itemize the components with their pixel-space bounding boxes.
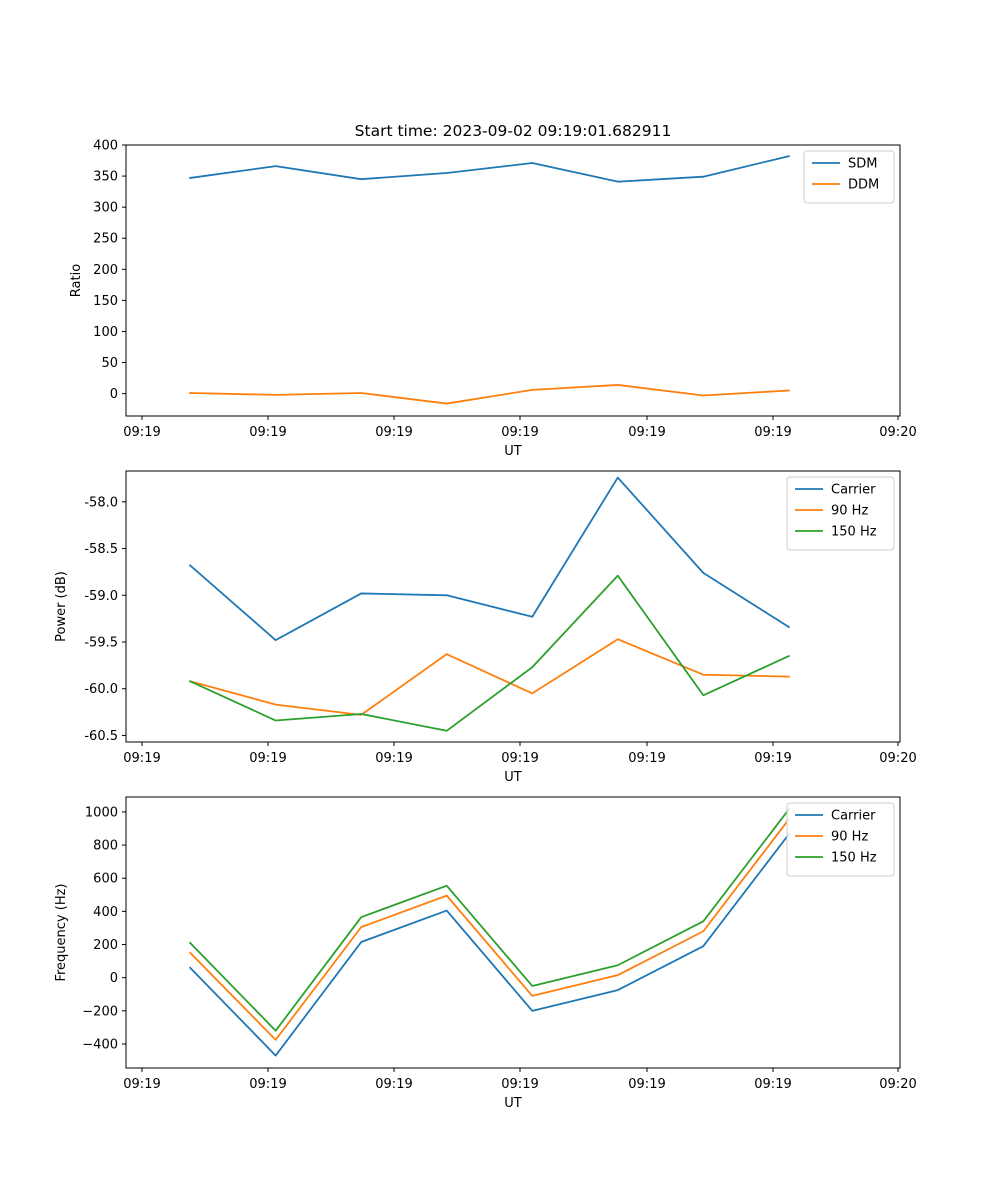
series-line-carrier	[188, 476, 791, 642]
y-tick-label: 200	[93, 263, 118, 278]
legend-label: DDM	[848, 178, 879, 193]
plot-frame	[125, 796, 901, 1069]
y-tick-label: 400	[93, 905, 118, 920]
x-tick-label: 09:19	[501, 751, 538, 766]
plot-frame	[125, 144, 901, 417]
y-axis-label: Frequency (Hz)	[54, 883, 69, 981]
y-tick-label: 400	[93, 139, 118, 154]
series-line-90-hz	[189, 638, 790, 716]
x-tick-label: 09:19	[375, 425, 412, 440]
subplot-2: 09:19 09:19 09:19 09:19 09:19 09:19 09:20 -60.5…	[54, 470, 917, 785]
legend-box	[803, 150, 895, 204]
x-tick-label: 09:19	[123, 751, 160, 766]
y-tick-label: 50	[101, 356, 118, 371]
x-tick-label: 09:19	[123, 1077, 160, 1092]
y-tick-label: −200	[82, 1004, 118, 1019]
x-tick-label: 09:19	[754, 425, 791, 440]
legend-label: 150 Hz	[831, 525, 877, 540]
series-line-sdm	[189, 155, 790, 183]
y-tick-label: 600	[93, 872, 118, 887]
legend-label: 90 Hz	[831, 830, 868, 845]
x-tick-label: 09:20	[879, 425, 916, 440]
y-tick-label: 800	[93, 839, 118, 854]
x-tick-label: 09:19	[249, 425, 286, 440]
x-tick-label: 09:19	[123, 425, 160, 440]
y-tick-label: -59.5	[84, 636, 118, 651]
x-tick-label: 09:19	[249, 751, 286, 766]
x-tick-label: 09:19	[249, 1077, 286, 1092]
x-tick-label: 09:20	[879, 1077, 916, 1092]
x-tick-label: 09:19	[754, 1077, 791, 1092]
plot-frame	[125, 470, 901, 743]
y-tick-label: 350	[93, 170, 118, 185]
x-tick-label: 09:19	[754, 751, 791, 766]
y-tick-label: 150	[93, 294, 118, 309]
x-axis-label: UT	[504, 770, 522, 785]
subplot-1: Start time: 2023-09-02 09:19:01.682911 09…	[69, 122, 917, 459]
x-axis-label: UT	[504, 1096, 522, 1111]
y-tick-label: 200	[93, 938, 118, 953]
legend: SDM DDM	[803, 150, 895, 204]
y-axis-label: Power (dB)	[54, 571, 69, 642]
y-tick-label: 0	[110, 387, 118, 402]
chart-title: Start time: 2023-09-02 09:19:01.682911	[355, 122, 672, 140]
y-tick-label: 0	[110, 971, 118, 986]
y-tick-label: -58.5	[84, 542, 118, 557]
x-tick-label: 09:19	[375, 751, 412, 766]
series-line-ddm	[189, 384, 790, 405]
y-tick-label: -60.0	[84, 682, 118, 697]
y-tick-label: 250	[93, 232, 118, 247]
x-tick-label: 09:19	[628, 1077, 665, 1092]
legend-label: Carrier	[831, 809, 876, 824]
legend: Carrier 90 Hz 150 Hz	[786, 802, 895, 877]
legend-label: Carrier	[831, 483, 876, 498]
y-axis-label: Ratio	[69, 264, 84, 297]
y-tick-label: -60.5	[84, 729, 118, 744]
y-tick-label: 1000	[85, 805, 118, 820]
legend-label: 90 Hz	[831, 504, 868, 519]
y-tick-label: −400	[82, 1037, 118, 1052]
x-tick-label: 09:19	[501, 425, 538, 440]
x-axis-label: UT	[504, 444, 522, 459]
y-tick-label: -59.0	[84, 589, 118, 604]
legend: Carrier 90 Hz 150 Hz	[786, 476, 895, 551]
y-tick-label: 100	[93, 325, 118, 340]
y-tick-label: -58.0	[84, 495, 118, 510]
x-tick-label: 09:19	[628, 751, 665, 766]
legend-label: 150 Hz	[831, 851, 877, 866]
y-tick-label: 300	[93, 201, 118, 216]
x-tick-label: 09:20	[879, 751, 916, 766]
x-tick-label: 09:19	[628, 425, 665, 440]
series-line-carrier	[188, 833, 791, 1057]
x-tick-label: 09:19	[501, 1077, 538, 1092]
subplot-3: 09:19 09:19 09:19 09:19 09:19 09:19 09:20 −400 −…	[54, 796, 917, 1111]
series-line-150-hz	[188, 808, 791, 1032]
legend-label: SDM	[848, 157, 877, 172]
series-line-150-hz	[188, 574, 791, 732]
series-line-90-hz	[188, 818, 791, 1041]
x-tick-label: 09:19	[375, 1077, 412, 1092]
